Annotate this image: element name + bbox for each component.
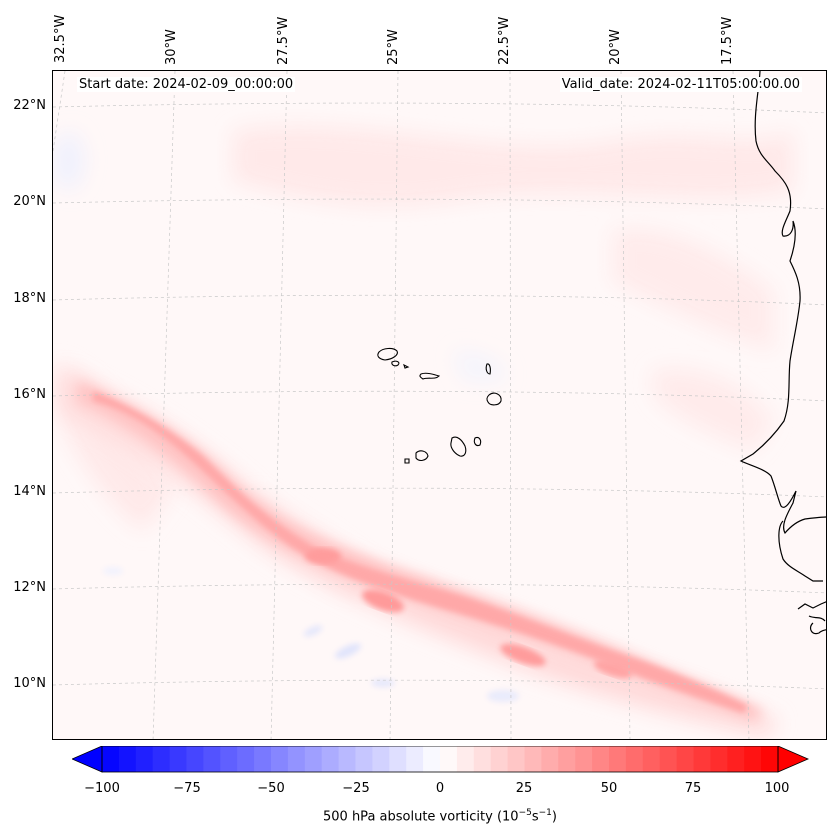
lat-label-16n: 16°N — [13, 387, 46, 402]
colorbar-tick-minus100: −100 — [84, 781, 120, 796]
colorbar-segment — [152, 746, 171, 772]
colorbar-tick-50: 50 — [600, 781, 618, 796]
colorbar-tick-0: 0 — [435, 781, 445, 796]
lon-label-20w: 20°W — [608, 29, 623, 65]
colorbar-segment — [237, 746, 255, 772]
colorbar-segments — [102, 746, 779, 772]
lat-label-18n: 18°N — [13, 291, 46, 306]
colorbar-tick-25: 25 — [515, 781, 533, 796]
colorbar-tick-minus50: −50 — [257, 781, 285, 796]
lon-label-17-5w: 17.5°W — [720, 16, 735, 65]
cape-verde-islands — [377, 347, 502, 464]
colorbar-segment — [287, 746, 306, 772]
colorbar-label-prefix: 500 hPa absolute vorticity (10 — [323, 809, 519, 825]
colorbar-segment — [609, 746, 627, 772]
colorbar-tick-minus25: −25 — [342, 781, 370, 796]
colorbar-segment — [761, 746, 779, 772]
colorbar-label: 500 hPa absolute vorticity (10−5s−1) — [0, 808, 837, 824]
colorbar-segment — [169, 746, 187, 772]
lat-label-14n: 14°N — [13, 484, 46, 499]
colorbar-segment — [406, 746, 424, 772]
colorbar-segment — [625, 746, 644, 772]
colorbar-segment — [676, 746, 694, 772]
colorbar-segment — [304, 746, 323, 772]
lat-label-10n: 10°N — [13, 676, 46, 691]
island-sao-vicente — [391, 360, 400, 367]
colorbar-segment — [423, 746, 441, 772]
gridlines — [53, 71, 826, 739]
colorbar-label-suffix: ) — [551, 809, 557, 825]
colorbar-segment — [592, 746, 610, 772]
lat-label-20n: 20°N — [13, 194, 46, 209]
island-maio — [473, 436, 482, 447]
colorbar-segment — [490, 746, 509, 772]
start-date-label: Start date: 2024-02-09_00:00:00 — [77, 77, 296, 92]
colorbar-segment — [693, 746, 711, 772]
lat-label-22n: 22°N — [13, 98, 46, 113]
colorbar-segment — [727, 746, 745, 772]
lon-label-32-5w: 32.5°W — [53, 14, 68, 63]
colorbar-extend-left — [72, 746, 103, 773]
colorbar-segment — [456, 746, 475, 772]
colorbar-segment — [659, 746, 678, 772]
colorbar-segment — [473, 746, 492, 772]
colorbar-segment — [203, 746, 221, 772]
lon-label-25w: 25°W — [386, 29, 401, 65]
colorbar-segment — [558, 746, 576, 772]
colorbar-label-exp1: −5 — [518, 808, 532, 818]
colorbar-tick-minus75: −75 — [173, 781, 201, 796]
colorbar-segment — [440, 746, 458, 772]
colorbar-tick-100: 100 — [764, 781, 790, 796]
island-boa-vista — [486, 392, 502, 406]
colorbar — [72, 746, 810, 773]
lon-label-30w: 30°W — [164, 29, 179, 65]
colorbar-segment — [541, 746, 559, 772]
west-africa-coastline — [739, 71, 826, 635]
colorbar-segment — [710, 746, 728, 772]
island-santiago — [450, 436, 467, 457]
colorbar-segment — [102, 746, 120, 772]
colorbar-segment — [524, 746, 542, 772]
island-brava — [404, 458, 410, 464]
lon-label-22-5w: 22.5°W — [497, 16, 512, 65]
vorticity-map — [53, 71, 826, 739]
colorbar-segment — [220, 746, 238, 772]
colorbar-segment — [118, 746, 137, 772]
colorbar-segment — [254, 746, 272, 772]
colorbar-extend-right — [777, 746, 810, 773]
colorbar-segment — [135, 746, 154, 772]
colorbar-segment — [186, 746, 204, 772]
colorbar-label-exp2: −1 — [538, 808, 552, 818]
island-santa-luzia — [403, 363, 410, 369]
island-sao-nicolau — [419, 372, 441, 380]
colorbar-segment — [271, 746, 289, 772]
island-fogo — [415, 450, 429, 461]
colorbar-segment — [355, 746, 373, 772]
colorbar-segment — [321, 746, 340, 772]
colorbar-segment — [338, 746, 356, 772]
island-sal — [485, 363, 491, 375]
lat-label-12n: 12°N — [13, 580, 46, 595]
colorbar-tick-75: 75 — [684, 781, 702, 796]
valid-date-label: Valid_date: 2024-02-11T05:00:00.00 — [559, 77, 802, 92]
colorbar-segment — [744, 746, 762, 772]
colorbar-segment — [372, 746, 390, 772]
negative-vorticity-patches — [103, 567, 519, 702]
map-panel: Start date: 2024-02-09_00:00:00 Valid_da… — [52, 70, 827, 740]
colorbar-segment — [507, 746, 525, 772]
colorbar-outline — [101, 746, 779, 773]
colorbar-segment — [389, 746, 407, 772]
colorbar-label-mid: s — [531, 809, 539, 825]
colorbar-segment — [575, 746, 593, 772]
vorticity-band — [63, 371, 778, 736]
background-vorticity-field — [53, 126, 793, 591]
lon-label-27-5w: 27.5°W — [276, 16, 291, 65]
colorbar-segment — [642, 746, 661, 772]
island-santo-antao — [377, 347, 398, 361]
